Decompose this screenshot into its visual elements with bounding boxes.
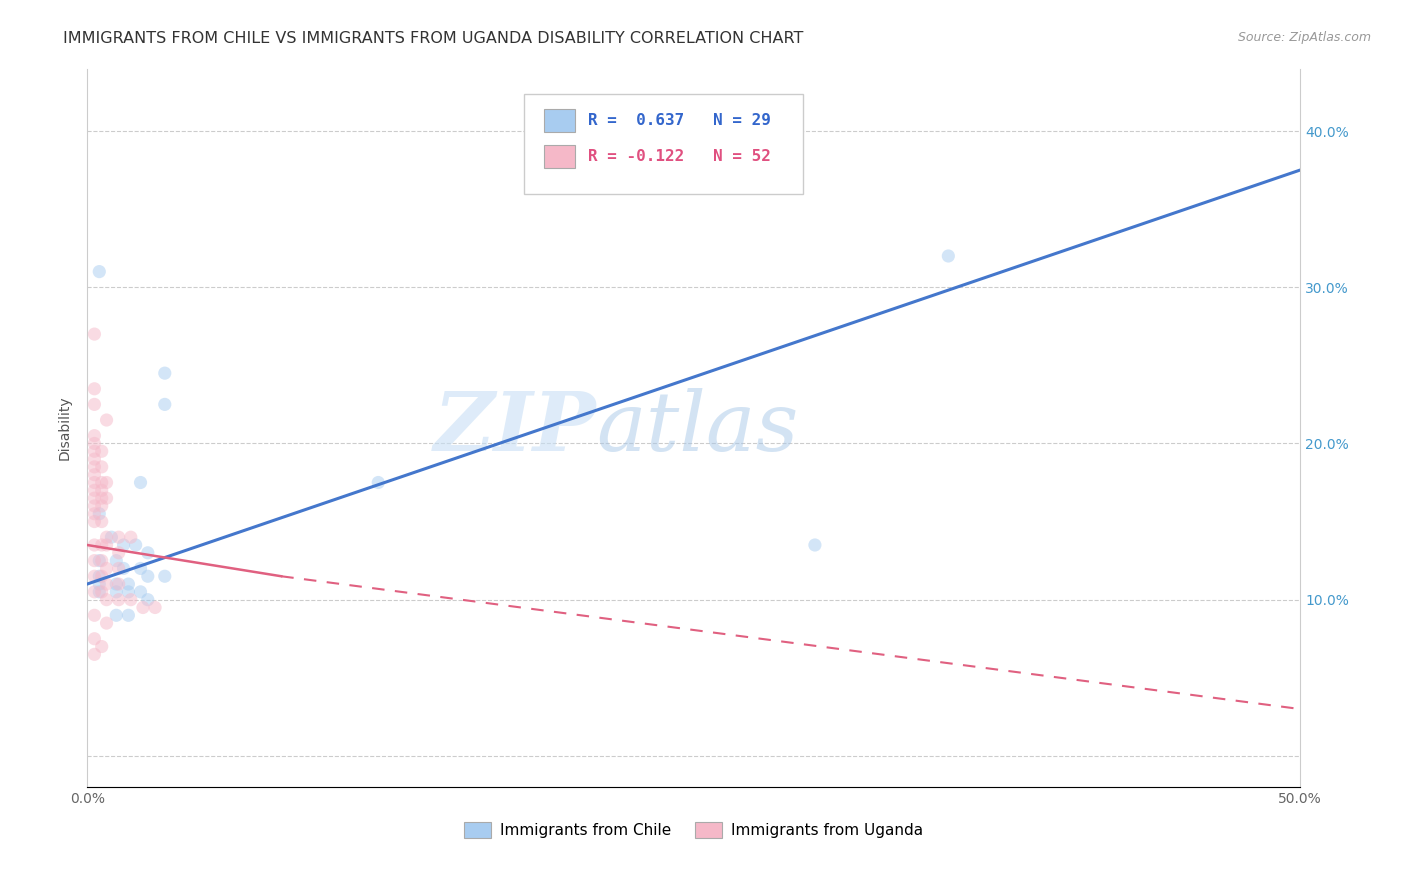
Point: [117, 577, 139, 591]
Text: IMMIGRANTS FROM CHILE VS IMMIGRANTS FROM UGANDA DISABILITY CORRELATION CHART: IMMIGRANTS FROM CHILE VS IMMIGRANTS FROM…: [63, 31, 804, 46]
Point: [90, 585, 112, 599]
Point: [112, 561, 135, 575]
Point: [90, 483, 112, 498]
Point: [129, 585, 152, 599]
Point: [83, 444, 105, 458]
Point: [96, 530, 118, 544]
Point: [90, 515, 112, 529]
Point: [105, 585, 128, 599]
Point: [89, 585, 111, 599]
Text: Source: ZipAtlas.com: Source: ZipAtlas.com: [1237, 31, 1371, 45]
Point: [96, 413, 118, 427]
Point: [83, 648, 105, 662]
Text: atlas: atlas: [596, 388, 799, 467]
Point: [90, 475, 112, 490]
Point: [90, 491, 112, 505]
Point: [83, 632, 105, 646]
Point: [83, 467, 105, 482]
Point: [96, 577, 118, 591]
Point: [112, 538, 135, 552]
Point: [96, 561, 118, 575]
Point: [136, 546, 159, 560]
Point: [153, 366, 176, 380]
Point: [136, 592, 159, 607]
Point: [107, 577, 129, 591]
Point: [90, 444, 112, 458]
Point: [90, 538, 112, 552]
Point: [96, 475, 118, 490]
Point: [83, 459, 105, 474]
Point: [83, 452, 105, 467]
Point: [83, 553, 105, 567]
Point: [117, 585, 139, 599]
Point: [89, 507, 111, 521]
Point: [153, 569, 176, 583]
Point: [129, 475, 152, 490]
Point: [107, 530, 129, 544]
Text: ZIP: ZIP: [434, 388, 596, 467]
Point: [89, 553, 111, 567]
Point: [90, 640, 112, 654]
Text: R = -0.122   N = 52: R = -0.122 N = 52: [588, 149, 770, 164]
Point: [132, 600, 155, 615]
Point: [100, 530, 122, 544]
Point: [107, 592, 129, 607]
Point: [153, 397, 176, 411]
Point: [89, 577, 111, 591]
Point: [89, 264, 111, 278]
Point: [83, 491, 105, 505]
Point: [107, 546, 129, 560]
Point: [120, 592, 142, 607]
Point: [90, 553, 112, 567]
Bar: [544, 145, 575, 168]
Bar: [544, 109, 575, 132]
Point: [83, 569, 105, 583]
Point: [107, 561, 129, 575]
Point: [129, 561, 152, 575]
Point: [83, 327, 105, 342]
Point: [105, 553, 128, 567]
Point: [136, 569, 159, 583]
Point: [96, 616, 118, 631]
Point: [83, 608, 105, 623]
Point: [83, 499, 105, 513]
Point: [105, 577, 128, 591]
Point: [804, 538, 827, 552]
Legend: Immigrants from Chile, Immigrants from Uganda: Immigrants from Chile, Immigrants from U…: [458, 816, 929, 844]
Point: [89, 569, 111, 583]
Point: [90, 569, 112, 583]
Point: [83, 436, 105, 450]
Point: [83, 585, 105, 599]
Y-axis label: Disability: Disability: [58, 395, 72, 460]
Point: [83, 483, 105, 498]
Point: [105, 608, 128, 623]
Point: [120, 530, 142, 544]
FancyBboxPatch shape: [524, 94, 803, 194]
Point: [143, 600, 166, 615]
Point: [367, 475, 389, 490]
Point: [83, 507, 105, 521]
Point: [83, 428, 105, 442]
Point: [96, 538, 118, 552]
Text: R =  0.637   N = 29: R = 0.637 N = 29: [588, 112, 770, 128]
Point: [96, 592, 118, 607]
Point: [83, 382, 105, 396]
Point: [90, 499, 112, 513]
Point: [83, 538, 105, 552]
Point: [96, 491, 118, 505]
Point: [90, 459, 112, 474]
Point: [83, 397, 105, 411]
Point: [83, 515, 105, 529]
Point: [124, 538, 146, 552]
Point: [83, 475, 105, 490]
Point: [117, 608, 139, 623]
Point: [936, 249, 959, 263]
